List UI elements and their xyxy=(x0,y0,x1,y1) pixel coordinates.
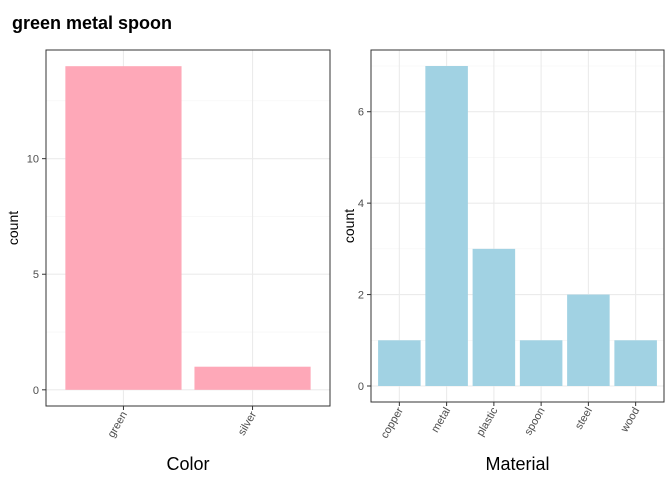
material-x-tick-label-metal: metal xyxy=(429,406,453,435)
color-bar-silver xyxy=(194,366,311,390)
material-y-axis-label: count xyxy=(341,209,357,243)
color-y-tick-label: 0 xyxy=(33,385,39,397)
color-bar-green xyxy=(65,66,182,390)
material-y-tick-label: 4 xyxy=(358,198,364,210)
material-bar-metal xyxy=(425,66,468,386)
material-y-tick-label: 0 xyxy=(358,381,364,393)
color-y-tick-label: 10 xyxy=(27,154,39,166)
color-x-tick-label-green: green xyxy=(106,410,130,440)
material-x-tick-label-copper: copper xyxy=(379,405,406,440)
material-bar-plastic xyxy=(472,248,516,386)
color-y-axis-label: count xyxy=(5,211,21,245)
material-bar-spoon xyxy=(519,340,563,386)
color-panel-border xyxy=(45,49,331,407)
material-x-tick-label-steel: steel xyxy=(573,406,595,432)
material-x-tick-label-spoon: spoon xyxy=(522,406,547,438)
material-x-tick-label-plastic: plastic xyxy=(474,405,500,438)
color-x-axis-label: Color xyxy=(166,454,209,474)
material-y-tick-label: 2 xyxy=(358,290,364,302)
color-x-tick-label-silver: silver xyxy=(236,409,259,438)
material-x-tick-label-wood: wood xyxy=(618,406,642,436)
material-bar-steel xyxy=(567,294,610,386)
material-bar-copper xyxy=(378,340,421,386)
material-y-tick-label: 6 xyxy=(358,107,364,119)
material-x-axis-label: Material xyxy=(485,454,549,474)
chart-title: green metal spoon xyxy=(12,13,172,33)
material-panel-border xyxy=(370,49,665,403)
color-y-tick-label: 5 xyxy=(33,269,39,281)
material-panel: 0 2 4 6 copper metal plastic spoon steel wood coun… xyxy=(341,49,665,474)
material-bar-wood xyxy=(614,340,657,386)
color-panel: 0 5 10 green silver count Color xyxy=(5,49,331,474)
